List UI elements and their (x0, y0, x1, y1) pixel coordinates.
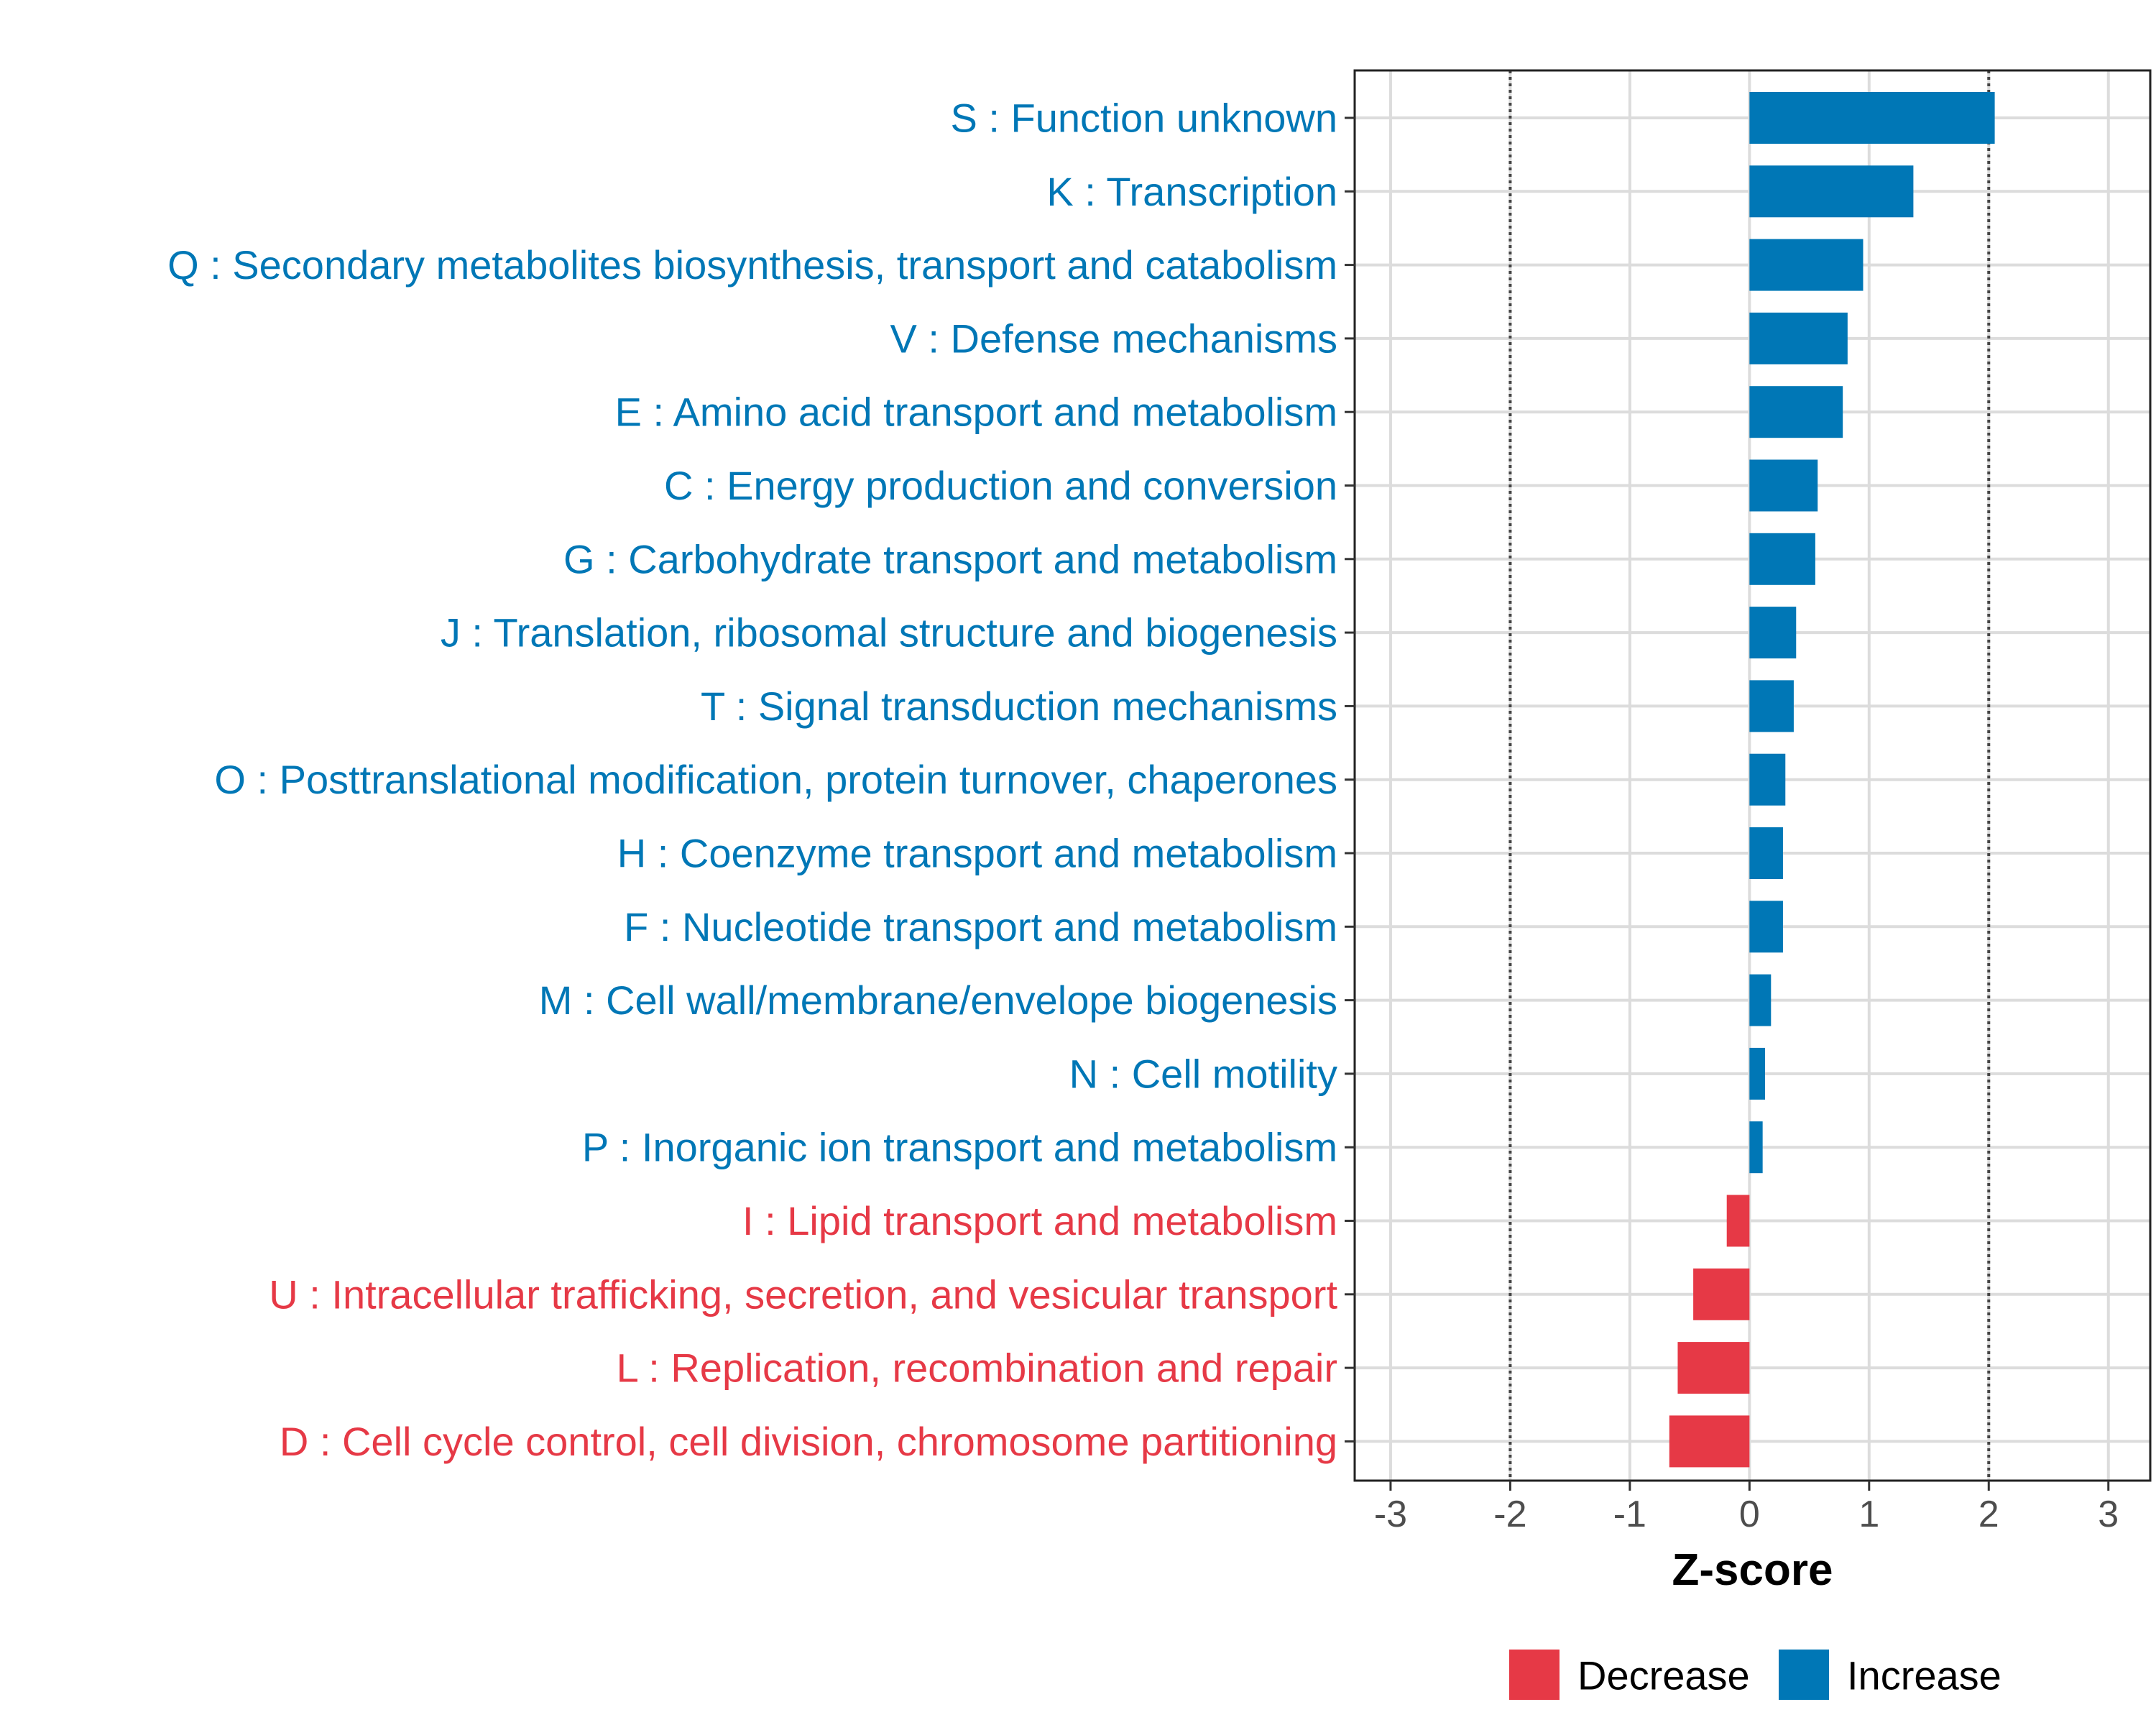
category-label: N : Cell motility (1069, 1051, 1337, 1096)
x-tick-label: 2 (1978, 1494, 1999, 1535)
category-label: C : Energy production and conversion (664, 463, 1337, 508)
category-label: H : Coenzyme transport and metabolism (617, 831, 1337, 876)
category-label: F : Nucleotide transport and metabolism (624, 904, 1337, 949)
x-tick-label: -1 (1613, 1494, 1646, 1535)
bar (1749, 753, 1786, 806)
category-label: D : Cell cycle control, cell division, c… (280, 1419, 1337, 1464)
bar (1749, 901, 1783, 953)
category-label: K : Transcription (1046, 169, 1337, 214)
bar (1749, 974, 1772, 1026)
y-tick-marks (1345, 116, 1355, 1443)
category-label: E : Amino acid transport and metabolism (615, 390, 1337, 435)
bar (1749, 827, 1783, 879)
category-label: S : Function unknown (950, 96, 1337, 141)
category-label: P : Inorganic ion transport and metaboli… (582, 1125, 1337, 1170)
x-tick-label: 1 (1858, 1494, 1879, 1535)
bar (1749, 607, 1797, 659)
category-label: M : Cell wall/membrane/envelope biogenes… (539, 978, 1337, 1023)
category-label: V : Defense mechanisms (890, 316, 1337, 361)
category-label: G : Carbohydrate transport and metabolis… (563, 536, 1337, 581)
x-tick-label: 0 (1739, 1494, 1760, 1535)
x-tick-label: -3 (1374, 1494, 1407, 1535)
bar (1749, 92, 1995, 144)
bar (1693, 1268, 1750, 1320)
bar (1669, 1415, 1750, 1468)
category-label: T : Signal transduction mechanisms (701, 684, 1337, 729)
threshold-layer (1508, 70, 1991, 1481)
category-label: J : Translation, ribosomal structure and… (441, 610, 1337, 656)
legend-label: Decrease (1577, 1653, 1750, 1698)
legend-swatch (1509, 1650, 1560, 1700)
panel-border (1353, 69, 2152, 1482)
bar (1726, 1195, 1750, 1247)
legend-swatch (1779, 1650, 1829, 1700)
bar (1677, 1342, 1750, 1394)
category-label: I : Lipid transport and metabolism (742, 1198, 1337, 1243)
bar (1749, 386, 1843, 438)
bar (1749, 533, 1815, 585)
bar (1749, 312, 1848, 364)
x-tick-label: 3 (2098, 1494, 2119, 1535)
x-axis-title: Z-score (1672, 1545, 1833, 1595)
legend-label: Increase (1847, 1653, 2001, 1698)
category-label: Q : Secondary metabolites biosynthesis, … (167, 242, 1337, 288)
bar (1749, 680, 1794, 732)
category-label: U : Intracellular trafficking, secretion… (269, 1271, 1337, 1317)
bar (1749, 1121, 1763, 1174)
legend: Decrease Increase (1509, 1650, 2001, 1700)
bar (1749, 239, 1864, 291)
bar (1749, 1047, 1765, 1100)
bar-layer (1669, 92, 1995, 1468)
bar (1749, 459, 1818, 512)
y-category-labels: S : Function unknown K : Transcription Q :… (167, 96, 1337, 1464)
x-tick-label: -2 (1493, 1494, 1526, 1535)
category-label: O : Posttranslational modification, prot… (214, 757, 1337, 802)
category-label: L : Replication, recombination and repai… (617, 1346, 1337, 1391)
x-tick-marks (1389, 1481, 2110, 1491)
x-tick-labels: -3 -2 -1 0 1 2 3 (1374, 1494, 2119, 1535)
bar (1749, 165, 1914, 218)
